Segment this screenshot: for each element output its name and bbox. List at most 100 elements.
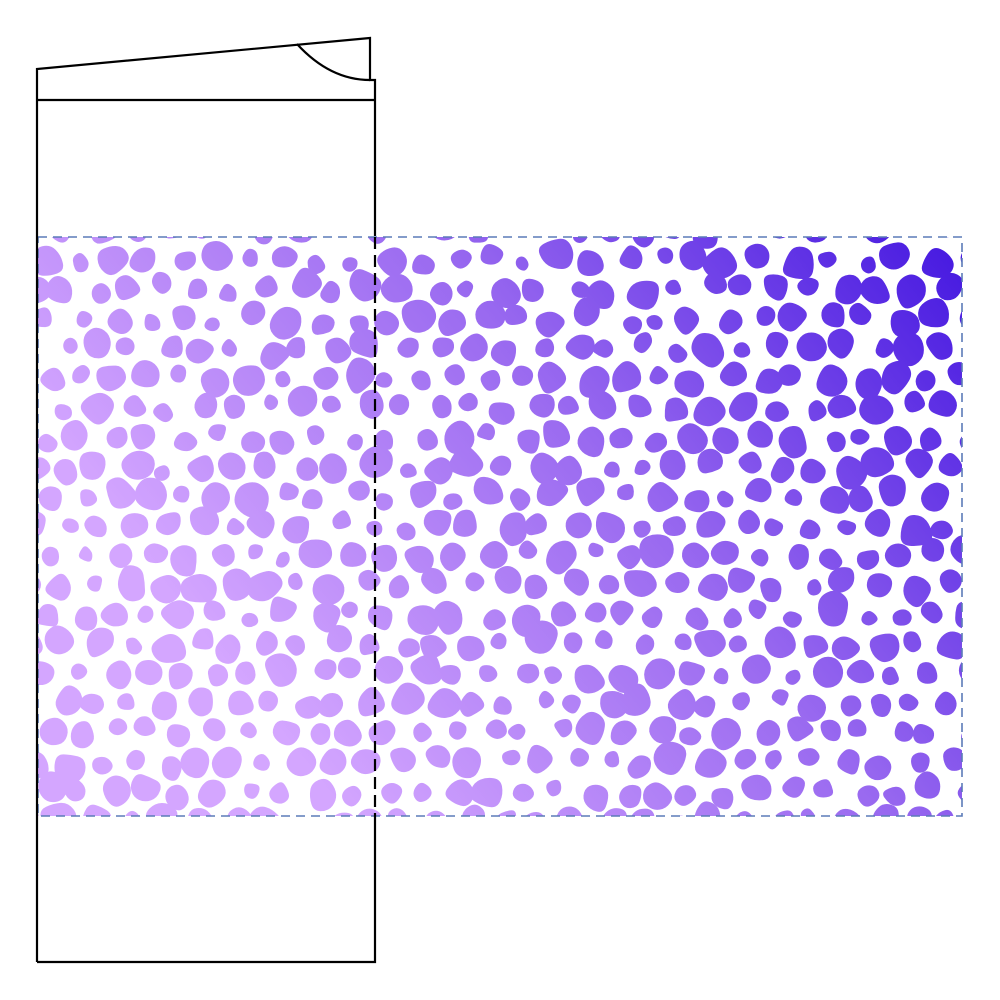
pattern-cell (617, 545, 642, 570)
pattern-cell (736, 811, 753, 816)
pattern-cell (536, 479, 569, 507)
pattern-cell (235, 661, 256, 685)
pattern-cell (610, 600, 634, 626)
pattern-cell (396, 522, 416, 541)
pattern-cell (526, 215, 544, 234)
pattern-cell (346, 357, 376, 394)
pattern-cell (535, 311, 565, 338)
pattern-cell (497, 810, 517, 816)
pattern-cell (677, 423, 708, 455)
pattern-cell (563, 568, 590, 596)
pattern-cell (424, 457, 453, 485)
pattern-cell (604, 751, 620, 768)
pattern-cell (204, 317, 220, 332)
pattern-cell (490, 340, 517, 367)
pattern-cell (189, 506, 220, 536)
pattern-cell (241, 431, 266, 453)
pattern-cell (713, 667, 729, 685)
pattern-cell (100, 602, 128, 627)
pattern-cell (310, 723, 331, 745)
pattern-cell (627, 755, 651, 779)
pattern-cell (38, 276, 52, 304)
pattern-cell (79, 451, 106, 480)
pattern-cell (453, 509, 477, 537)
pattern-cell (165, 784, 189, 811)
pattern-cell (775, 810, 794, 816)
pattern-cell (439, 542, 466, 572)
pattern-cell (421, 567, 447, 594)
pattern-cell (631, 808, 655, 816)
pattern-cell (718, 309, 743, 335)
pattern-cell (588, 389, 617, 420)
pattern-cell (326, 625, 353, 653)
pattern-cell (697, 448, 723, 474)
pattern-cell (232, 365, 265, 396)
pattern-cell (525, 812, 544, 816)
pattern-cell (221, 339, 237, 357)
pattern-cell (622, 683, 651, 716)
pattern-cell (816, 364, 848, 397)
pattern-cell (254, 237, 273, 245)
cellular-pattern (38, 213, 962, 816)
pattern-cell (912, 723, 935, 744)
pattern-cell (938, 453, 962, 477)
pattern-cell (227, 807, 252, 816)
pattern-cell (827, 328, 854, 359)
pattern-cell (275, 371, 291, 388)
pattern-cell (538, 238, 574, 270)
pattern-cell (485, 719, 507, 739)
pattern-cell (659, 449, 686, 480)
pattern-cell (172, 305, 196, 331)
pattern-cell (443, 493, 463, 510)
pattern-cell (223, 394, 246, 419)
pattern-cell (617, 483, 634, 501)
pattern-cell (203, 600, 226, 621)
pattern-cell (881, 360, 912, 395)
pattern-cell (410, 480, 437, 509)
pattern-cell (160, 600, 194, 629)
pattern-cell (855, 368, 883, 401)
pattern-cell (834, 808, 860, 816)
pattern-cell (865, 237, 890, 244)
pattern-cell (480, 244, 504, 265)
pattern-cell (693, 396, 726, 427)
pattern-cell (507, 723, 526, 740)
pattern-cell (38, 511, 46, 536)
pattern-cell (900, 515, 933, 546)
pattern-cell (151, 691, 177, 721)
pattern-cell (114, 275, 141, 301)
pattern-cell (131, 360, 160, 388)
pattern-cell (38, 245, 64, 276)
pattern-cell (398, 638, 420, 658)
pattern-cell (255, 275, 278, 298)
pattern-cell (196, 237, 207, 239)
pattern-cell (788, 543, 809, 570)
pattern-cell (592, 339, 614, 358)
pattern-cell (664, 397, 689, 422)
pattern-cell (166, 724, 191, 748)
pattern-cell (820, 719, 841, 742)
pattern-cell (619, 245, 643, 270)
pattern-cell (773, 237, 786, 239)
pattern-cell (194, 392, 218, 419)
pattern-cell (778, 425, 807, 459)
pattern-cell (153, 465, 170, 481)
pattern-cell (604, 461, 620, 478)
pattern-cell (348, 480, 370, 501)
pattern-cell (417, 428, 438, 451)
pattern-cell (444, 364, 465, 386)
pattern-cell (144, 313, 161, 332)
pattern-cell (272, 720, 301, 746)
pattern-cell (106, 660, 132, 690)
pattern-cell (628, 394, 652, 418)
pattern-cell (731, 213, 750, 235)
pattern-cell (285, 337, 306, 359)
pattern-cell (350, 749, 381, 775)
pattern-cell (381, 783, 403, 804)
pattern-cell (153, 403, 174, 423)
pattern-cell (425, 745, 451, 768)
pattern-cell (420, 634, 447, 660)
pattern-cell (797, 694, 827, 722)
pattern-cell (489, 455, 512, 476)
pattern-cell (125, 637, 143, 655)
